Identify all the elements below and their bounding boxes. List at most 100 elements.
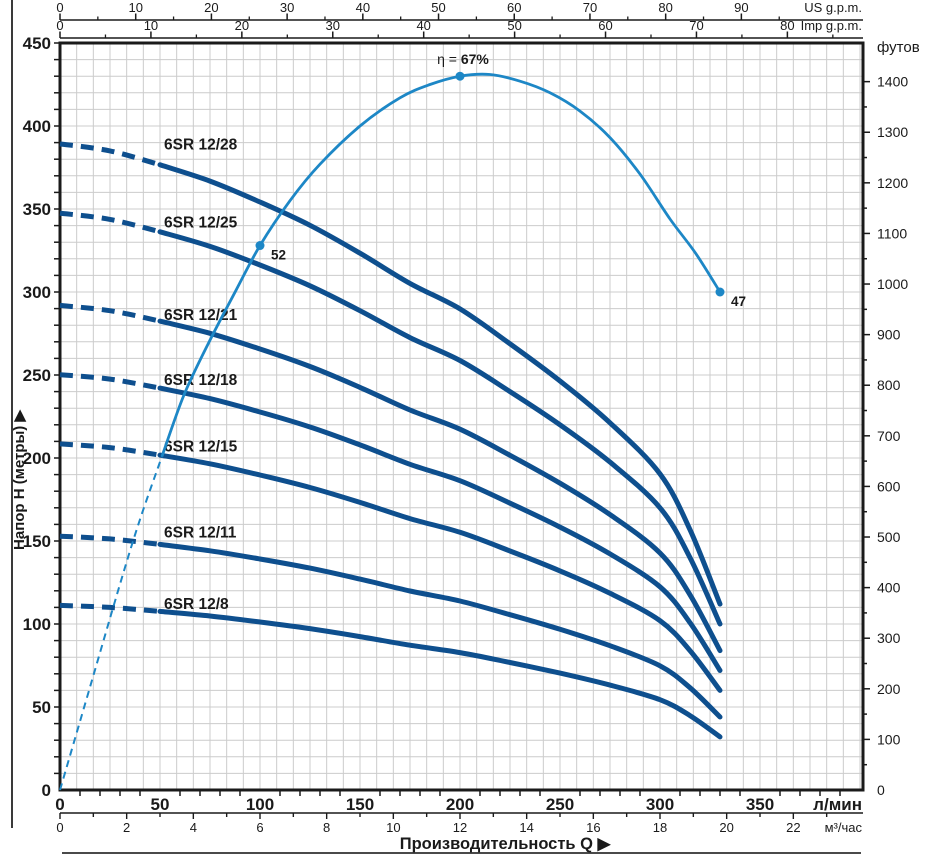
pump-curve-label-6sr-12-18: 6SR 12/18	[164, 372, 238, 389]
feet-tick-label: 300	[877, 630, 901, 646]
pump-curve-6sr-12-11-dashed	[59, 533, 161, 547]
feet-tick-label: 800	[877, 377, 901, 393]
pump-curve-6sr-12-8-solid	[157, 608, 723, 740]
head-m-tick-label: 50	[32, 698, 51, 717]
efficiency-marker-label: 47	[731, 294, 746, 309]
efficiency-marker-label: 52	[271, 248, 286, 263]
y-axis-title: Напор H (метры) ▶	[11, 409, 28, 550]
us-gpm-tick-label: 10	[128, 0, 142, 15]
m3h-tick-label: 14	[519, 820, 533, 835]
pump-curve-label-6sr-12-28: 6SR 12/28	[164, 136, 238, 153]
us-gpm-tick-label: 0	[56, 0, 63, 15]
pump-curve-label-6sr-12-8: 6SR 12/8	[164, 596, 229, 613]
feet-tick-label: 1300	[877, 124, 908, 140]
us-gpm-axis-title: US g.p.m.	[804, 0, 862, 15]
efficiency-curve-dashed	[59, 455, 163, 791]
flow-lmin-tick-label: 150	[346, 795, 374, 814]
feet-tick-label: 900	[877, 327, 901, 343]
flow-lmin-tick-label: 50	[151, 795, 170, 814]
us-gpm-tick-label: 20	[204, 0, 218, 15]
pump-curve-6sr-12-18-dashed	[59, 372, 161, 391]
feet-tick-label: 0	[877, 782, 885, 798]
pump-curve-6sr-12-8-dashed	[59, 602, 161, 614]
us-gpm-tick-label: 60	[507, 0, 521, 15]
pump-curve-label-6sr-12-15: 6SR 12/15	[164, 438, 238, 455]
feet-axis-title: футов	[877, 39, 920, 56]
us-gpm-tick-label: 40	[356, 0, 370, 15]
efficiency-marker-dot	[715, 287, 725, 297]
us-gpm-tick-label: 50	[431, 0, 445, 15]
feet-tick-label: 200	[877, 681, 901, 697]
imp-gpm-tick-label: 60	[598, 18, 612, 33]
head-m-tick-label: 300	[23, 283, 51, 302]
efficiency-peak-label: η = 67%	[437, 51, 489, 67]
imp-gpm-tick-label: 20	[235, 18, 249, 33]
feet-tick-label: 100	[877, 731, 901, 747]
m3h-tick-label: 22	[786, 820, 800, 835]
flow-lmin-tick-label: 0	[55, 795, 64, 814]
m3h-tick-label: 20	[719, 820, 733, 835]
flow-lmin-tick-label: 350	[746, 795, 774, 814]
head-m-tick-label: 0	[42, 781, 51, 800]
feet-tick-label: 600	[877, 478, 901, 494]
m3h-tick-label: 6	[256, 820, 263, 835]
flow-lmin-tick-label: 250	[546, 795, 574, 814]
head-m-tick-label: 200	[23, 449, 51, 468]
feet-tick-label: 500	[877, 529, 901, 545]
flow-lmin-tick-label: 100	[246, 795, 274, 814]
imp-gpm-tick-label: 40	[416, 18, 430, 33]
head-m-tick-label: 150	[23, 532, 51, 551]
efficiency-marker-dot	[255, 241, 265, 251]
imp-gpm-tick-label: 0	[56, 18, 63, 33]
pump-curve-label-6sr-12-25: 6SR 12/25	[164, 214, 238, 231]
m3h-tick-label: 0	[56, 820, 63, 835]
page-left-rule	[11, 0, 13, 828]
m3h-tick-label: 2	[123, 820, 130, 835]
flow-lmin-unit-label: л/мин	[813, 795, 862, 814]
feet-tick-label: 400	[877, 580, 901, 596]
pump-curve-6sr-12-21-solid	[157, 318, 723, 654]
us-gpm-tick-label: 90	[734, 0, 748, 15]
plot-border	[58, 41, 865, 792]
feet-tick-label: 700	[877, 428, 901, 444]
head-m-tick-label: 400	[23, 117, 51, 136]
m3h-tick-label: 4	[190, 820, 197, 835]
m3h-tick-label: 8	[323, 820, 330, 835]
pump-curve-6sr-12-25-solid	[157, 229, 723, 627]
x-axis-title: Производительность Q ▶	[400, 835, 612, 853]
imp-gpm-axis-title: Imp g.p.m.	[801, 18, 862, 33]
head-m-tick-label: 250	[23, 366, 51, 385]
pump-curve-6sr-12-15-dashed	[59, 441, 161, 458]
head-m-tick-label: 450	[23, 34, 51, 53]
pump-curve-6sr-12-25-dashed	[59, 210, 161, 235]
head-m-tick-label: 100	[23, 615, 51, 634]
imp-gpm-tick-label: 80	[780, 18, 794, 33]
m3h-tick-label: 16	[586, 820, 600, 835]
pump-curve-6sr-12-18-solid	[157, 385, 723, 673]
m3h-axis-title: м³/час	[825, 820, 863, 835]
m3h-tick-label: 10	[386, 820, 400, 835]
m3h-tick-label: 12	[453, 820, 467, 835]
flow-lmin-tick-label: 200	[446, 795, 474, 814]
us-gpm-tick-label: 70	[583, 0, 597, 15]
us-gpm-tick-label: 30	[280, 0, 294, 15]
m3h-tick-label: 18	[653, 820, 667, 835]
pump-curve-label-6sr-12-11: 6SR 12/11	[164, 525, 237, 542]
pump-curve-6sr-12-11-solid	[157, 541, 723, 720]
imp-gpm-tick-label: 10	[144, 18, 158, 33]
imp-gpm-tick-label: 70	[689, 18, 703, 33]
feet-tick-label: 1000	[877, 276, 908, 292]
us-gpm-tick-label: 80	[658, 0, 672, 15]
imp-gpm-tick-label: 50	[507, 18, 521, 33]
feet-tick-label: 1200	[877, 175, 908, 191]
efficiency-curve-solid	[160, 72, 722, 457]
pump-curve-6sr-12-28-dashed	[59, 141, 161, 168]
efficiency-peak-dot	[455, 71, 465, 81]
imp-gpm-tick-label: 30	[326, 18, 340, 33]
pump-curve-6sr-12-28-solid	[157, 162, 723, 607]
pump-curve-6sr-12-21-dashed	[59, 302, 161, 324]
feet-tick-label: 1400	[877, 74, 908, 90]
page-bottom-rule	[62, 852, 861, 854]
